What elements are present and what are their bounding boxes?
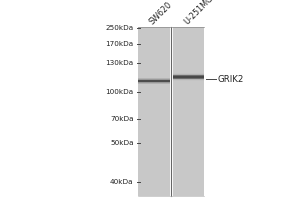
Bar bbox=[172, 78, 204, 79]
Bar bbox=[172, 77, 204, 78]
Bar bbox=[138, 82, 169, 83]
Bar bbox=[172, 27, 204, 196]
Text: 100kDa: 100kDa bbox=[105, 89, 134, 95]
Text: 70kDa: 70kDa bbox=[110, 116, 134, 122]
Bar bbox=[172, 75, 204, 76]
Bar bbox=[172, 75, 204, 76]
Text: 130kDa: 130kDa bbox=[105, 60, 134, 66]
Text: 40kDa: 40kDa bbox=[110, 179, 134, 185]
Bar bbox=[172, 80, 204, 81]
Bar bbox=[138, 81, 169, 82]
Bar bbox=[138, 83, 169, 84]
Bar bbox=[138, 78, 169, 79]
Text: SW620: SW620 bbox=[147, 0, 174, 26]
Bar bbox=[172, 78, 204, 79]
Text: GRIK2: GRIK2 bbox=[218, 74, 244, 84]
Text: 170kDa: 170kDa bbox=[105, 41, 134, 47]
Bar bbox=[172, 74, 204, 75]
Bar bbox=[138, 78, 169, 79]
Bar bbox=[138, 81, 169, 82]
Bar bbox=[138, 27, 169, 196]
Bar bbox=[172, 73, 204, 74]
Bar bbox=[138, 80, 169, 81]
Bar bbox=[172, 76, 204, 77]
Text: U-251MG: U-251MG bbox=[182, 0, 214, 26]
Text: 250kDa: 250kDa bbox=[105, 25, 134, 31]
Bar bbox=[172, 76, 204, 77]
Bar bbox=[138, 79, 169, 80]
Text: 50kDa: 50kDa bbox=[110, 140, 134, 146]
Bar bbox=[172, 77, 204, 78]
Bar bbox=[138, 80, 169, 81]
Bar bbox=[138, 83, 169, 84]
Bar bbox=[172, 79, 204, 80]
